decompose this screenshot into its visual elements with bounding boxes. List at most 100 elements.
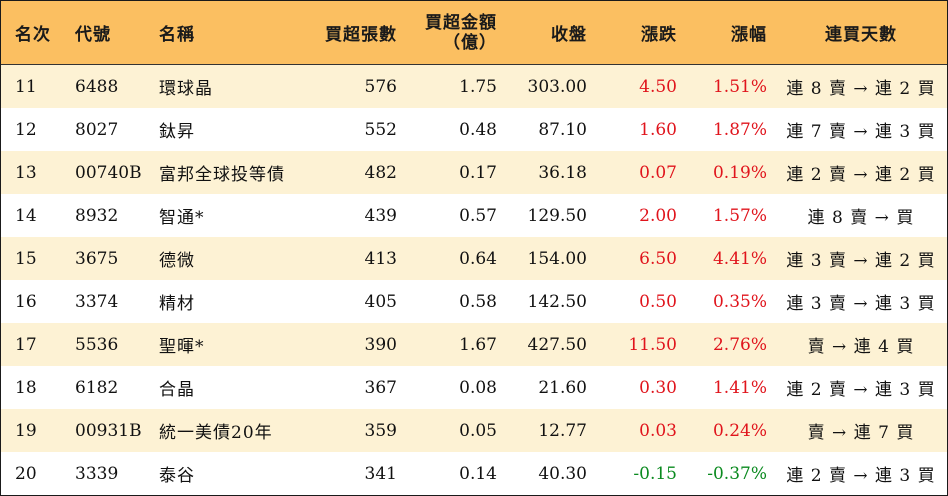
rank-cell: 13 [15, 162, 37, 183]
header-amount-line2: （億） [443, 32, 497, 53]
close-price-cell: 142.50 [527, 291, 587, 312]
consecutive-days-cell: 連 3 賣 → 連 3 買 [786, 294, 936, 314]
consecutive-days-cell: 賣 → 連 7 買 [807, 423, 915, 443]
change-pct-cell: 4.41% [712, 248, 767, 269]
change-pct-cell: 1.41% [712, 377, 767, 398]
table-row: 13 00740B 富邦全球投等債 482 0.17 36.18 0.07 0.19% 連 2 … [1, 151, 947, 194]
table-row: 11 6488 環球晶 576 1.75 303.00 4.50 1.51% 連 8 賣 → 連… [1, 65, 947, 108]
name-cell: 環球晶 [159, 79, 213, 99]
consecutive-days-cell: 連 8 賣 → 買 [807, 208, 915, 228]
name-cell: 精材 [159, 294, 195, 314]
header-net-buy-amount: 買超金額 （億） [411, 1, 497, 64]
table-row: 15 3675 德微 413 0.64 154.00 6.50 4.41% 連 3 賣 → 連 … [1, 237, 947, 280]
code-cell: 8027 [75, 119, 119, 140]
change-pct-cell: 1.57% [712, 205, 767, 226]
name-cell: 富邦全球投等債 [159, 165, 285, 185]
change-cell: 0.50 [639, 291, 677, 312]
net-buy-amount-cell: 0.64 [459, 248, 497, 269]
net-buy-amount-cell: 0.08 [459, 377, 497, 398]
consecutive-days-cell: 連 8 賣 → 連 2 買 [786, 79, 936, 99]
close-price-cell: 129.50 [527, 205, 587, 226]
rank-cell: 15 [15, 248, 37, 269]
table-row: 14 8932 智通* 439 0.57 129.50 2.00 1.57% 連 8 賣 → 買 [1, 194, 947, 237]
header-name: 名稱 [159, 25, 195, 45]
table-row: 19 00931B 統一美債20年 359 0.05 12.77 0.03 0.24% 賣 → … [1, 409, 947, 452]
consecutive-days-cell: 連 3 賣 → 連 2 買 [786, 251, 936, 271]
change-pct-cell: 0.19% [712, 162, 767, 183]
change-cell: 2.00 [639, 205, 677, 226]
name-cell: 鈦昇 [159, 122, 195, 142]
close-price-cell: 21.60 [538, 377, 587, 398]
change-pct-cell: 0.24% [712, 420, 767, 441]
net-buy-lots-cell: 439 [364, 205, 397, 226]
rank-cell: 17 [15, 334, 37, 355]
net-buy-lots-cell: 413 [364, 248, 397, 269]
name-cell: 統一美債20年 [159, 423, 273, 443]
consecutive-days-cell: 連 2 賣 → 連 3 買 [786, 380, 936, 400]
net-buy-lots-cell: 341 [364, 463, 397, 484]
table-row: 17 5536 聖暉* 390 1.67 427.50 11.50 2.76% 賣 → 連 4 … [1, 323, 947, 366]
rank-cell: 20 [15, 463, 37, 484]
change-pct-cell: 2.76% [712, 334, 767, 355]
close-price-cell: 303.00 [527, 76, 587, 97]
header-close: 收盤 [551, 25, 587, 45]
rank-cell: 18 [15, 377, 37, 398]
code-cell: 6182 [75, 377, 119, 398]
change-pct-cell: 1.87% [712, 119, 767, 140]
close-price-cell: 427.50 [527, 334, 587, 355]
net-buy-lots-cell: 367 [364, 377, 397, 398]
rank-cell: 14 [15, 205, 37, 226]
table-row: 16 3374 精材 405 0.58 142.50 0.50 0.35% 連 3 賣 → 連 … [1, 280, 947, 323]
change-cell: 6.50 [639, 248, 677, 269]
consecutive-days-cell: 連 2 賣 → 連 2 買 [786, 165, 936, 185]
net-buy-lots-cell: 390 [364, 334, 397, 355]
net-buy-amount-cell: 1.67 [459, 334, 497, 355]
rank-cell: 12 [15, 119, 37, 140]
close-price-cell: 36.18 [538, 162, 587, 183]
change-cell: -0.15 [633, 463, 677, 484]
code-cell: 3339 [75, 463, 119, 484]
header-consecutive-days: 連買天數 [825, 25, 897, 45]
table-header: 名次 代號 名稱 買超張數 買超金額 （億） 收盤 漲跌 漲幅 連買天數 [1, 1, 947, 65]
name-cell: 德微 [159, 251, 195, 271]
header-change-pct: 漲幅 [731, 25, 767, 45]
consecutive-days-cell: 連 7 賣 → 連 3 買 [786, 122, 936, 142]
net-buy-amount-cell: 0.17 [459, 162, 497, 183]
change-cell: 0.07 [639, 162, 677, 183]
header-amount-line1: 買超金額 [425, 12, 497, 33]
change-cell: 4.50 [639, 76, 677, 97]
consecutive-days-cell: 賣 → 連 4 買 [807, 337, 915, 357]
net-buy-amount-cell: 0.58 [459, 291, 497, 312]
name-cell: 智通* [159, 208, 205, 228]
code-cell: 00931B [75, 420, 142, 441]
code-cell: 8932 [75, 205, 119, 226]
net-buy-amount-cell: 1.75 [459, 76, 497, 97]
code-cell: 6488 [75, 76, 119, 97]
rank-cell: 19 [15, 420, 37, 441]
rank-cell: 11 [15, 76, 37, 97]
net-buy-amount-cell: 0.05 [459, 420, 497, 441]
name-cell: 泰谷 [159, 466, 195, 486]
net-buy-lots-cell: 359 [364, 420, 397, 441]
table-row: 20 3339 泰谷 341 0.14 40.30 -0.15 -0.37% 連 2 賣 → 連… [1, 452, 947, 495]
table-row: 18 6182 合晶 367 0.08 21.60 0.30 1.41% 連 2 賣 → 連 3… [1, 366, 947, 409]
change-cell: 11.50 [628, 334, 677, 355]
code-cell: 00740B [75, 162, 142, 183]
change-cell: 0.03 [639, 420, 677, 441]
rank-cell: 16 [15, 291, 37, 312]
change-cell: 0.30 [639, 377, 677, 398]
name-cell: 聖暉* [159, 337, 205, 357]
code-cell: 3675 [75, 248, 119, 269]
header-net-buy-lots: 買超張數 [325, 25, 397, 45]
header-change: 漲跌 [641, 25, 677, 45]
change-pct-cell: 1.51% [712, 76, 767, 97]
change-pct-cell: 0.35% [712, 291, 767, 312]
net-buy-lots-cell: 552 [364, 119, 397, 140]
consecutive-days-cell: 連 2 賣 → 連 3 買 [786, 466, 936, 486]
net-buy-amount-cell: 0.57 [459, 205, 497, 226]
header-code: 代號 [75, 25, 111, 45]
change-cell: 1.60 [639, 119, 677, 140]
close-price-cell: 154.00 [527, 248, 587, 269]
code-cell: 5536 [75, 334, 119, 355]
